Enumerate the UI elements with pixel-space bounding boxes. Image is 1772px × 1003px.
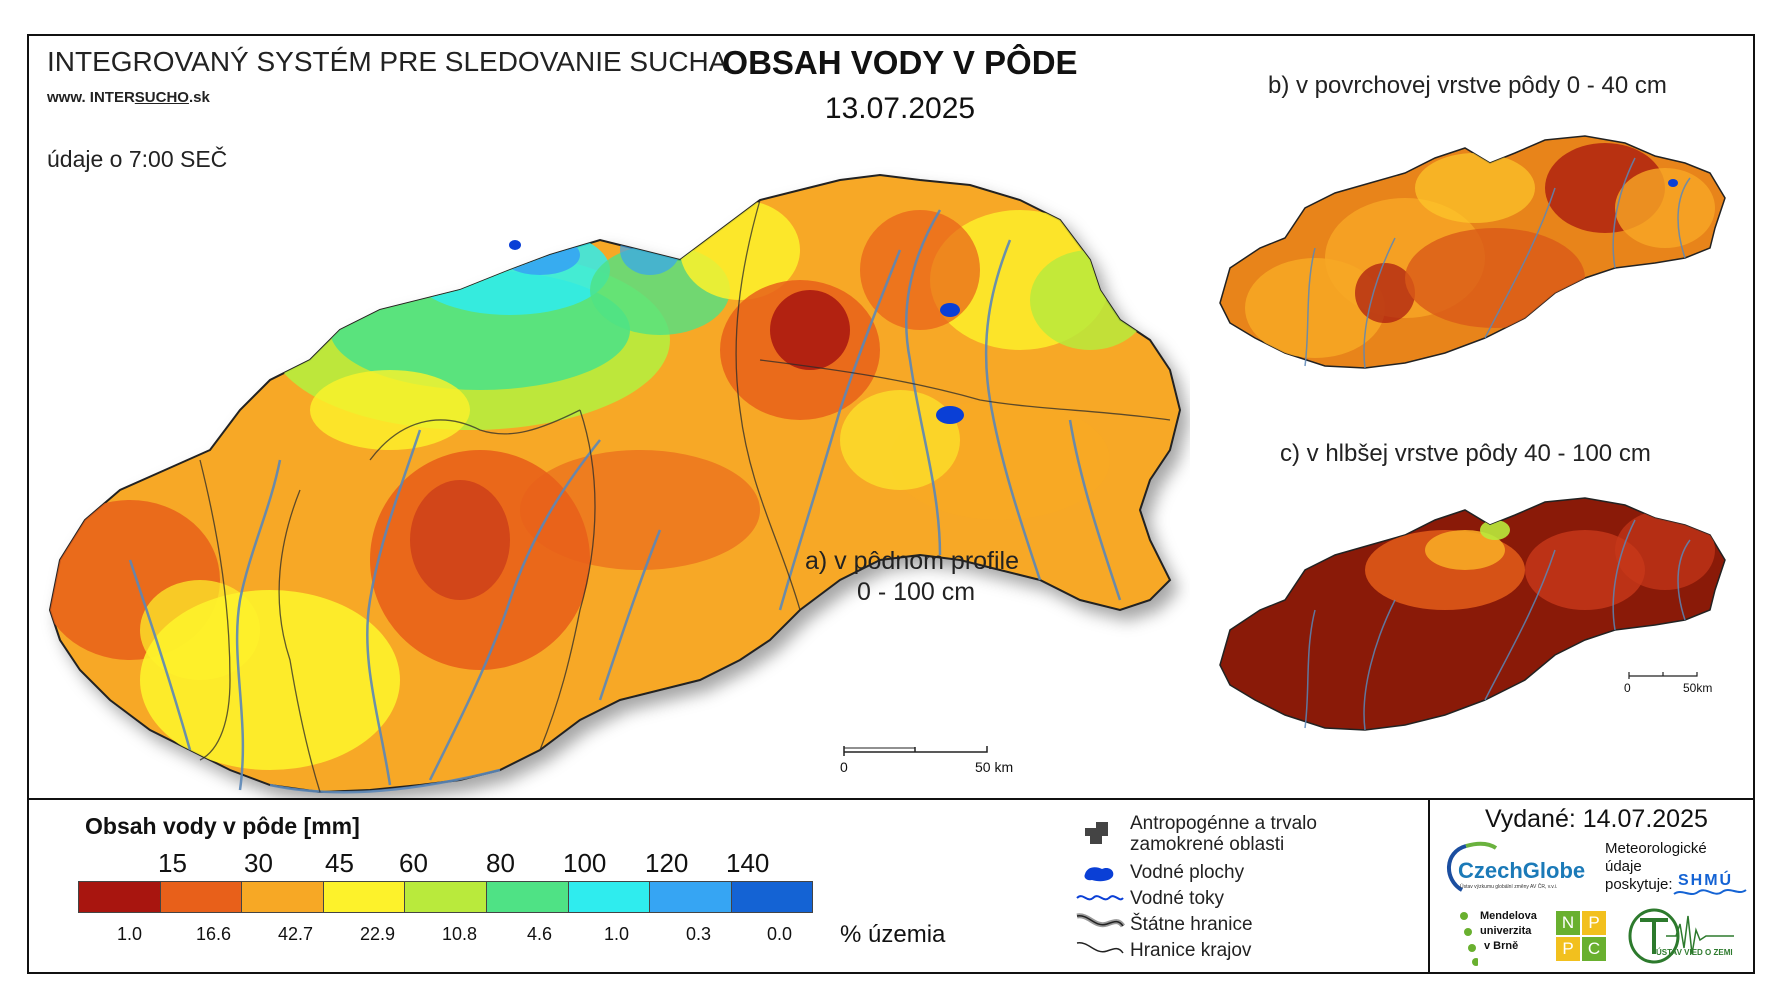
legend-anthropogenic-line2: zamokrené oblasti xyxy=(1130,834,1285,855)
mendel-logo[interactable]: Mendelova univerzita v Brně xyxy=(1458,908,1548,966)
map-a-caption-line1: a) v pôdnom profile xyxy=(805,547,1020,575)
small-scale-start: 0 xyxy=(1624,681,1631,695)
main-scale-start: 0 xyxy=(840,759,848,775)
legend-swatch-5 xyxy=(404,881,487,913)
main-scale-bar xyxy=(843,746,988,756)
legend-pct-3: 42.7 xyxy=(278,924,314,944)
legend-break-4: 60 xyxy=(399,848,428,878)
url-suffix: .sk xyxy=(188,89,210,106)
legend-swatch-6 xyxy=(486,881,569,913)
legend-pct-1: 1.0 xyxy=(117,924,143,944)
legend-water-bodies: Vodné plochy xyxy=(1130,862,1245,883)
main-scale-end: 50 km xyxy=(975,759,1014,775)
footer-divider xyxy=(1428,798,1430,974)
czechglobe-arc-icon xyxy=(1447,841,1498,892)
legend-region-border: Hranice krajov xyxy=(1130,940,1252,961)
website-link[interactable]: www. INTERSUCHO.sk xyxy=(47,89,210,106)
legend-anthropogenic-line1: Antropogénne a trvalo xyxy=(1130,813,1317,834)
shmu-logo[interactable]: SHMÚ xyxy=(1672,872,1748,898)
uvz-logo[interactable]: ÚSTAV VIED O ZEMI xyxy=(1626,906,1738,966)
czechglobe-name: CzechGlobe xyxy=(1458,858,1586,883)
legend-pct-8: 0.3 xyxy=(686,924,712,944)
npc-logo[interactable]: N P P C xyxy=(1556,911,1606,963)
mendel-line2: univerzita xyxy=(1480,925,1532,937)
main-title: OBSAH VODY V PÔDE xyxy=(722,44,1078,81)
legend-break-5: 80 xyxy=(486,848,515,878)
system-title: INTEGROVANÝ SYSTÉM PRE SLEDOVANIE SUCHA xyxy=(47,46,728,77)
legend-swatch-1 xyxy=(78,881,161,913)
anthropogenic-area-icon xyxy=(1085,822,1108,844)
state-border-icon xyxy=(1076,913,1125,928)
map-a-caption-line2: 0 - 100 cm xyxy=(857,578,976,606)
small-scale-end: 50km xyxy=(1683,681,1713,695)
map-c-caption: c) v hlbšej vrstve pôdy 40 - 100 cm xyxy=(1280,440,1651,467)
czechglobe-logo[interactable]: CzechGlobe Ústav výzkumu globální změny … xyxy=(1440,840,1600,896)
legend-swatch-7 xyxy=(567,881,651,913)
legend-break-8: 140 xyxy=(726,848,770,878)
legend-swatch-4 xyxy=(322,881,406,913)
legend-break-7: 120 xyxy=(645,848,689,878)
legend-pct-5: 10.8 xyxy=(442,924,478,944)
legend-pct-label: % územia xyxy=(840,921,946,948)
water-body-icon xyxy=(1084,867,1114,882)
shmu-name: SHMÚ xyxy=(1678,872,1734,889)
legend-pct-4: 22.9 xyxy=(360,924,396,944)
npc-cell-1: N xyxy=(1556,911,1580,935)
legend-swatch-8 xyxy=(649,881,732,913)
legend-break-1: 15 xyxy=(158,848,187,878)
main-soil-map xyxy=(48,173,1182,794)
url-prefix: www. INTER xyxy=(47,89,135,106)
shmu-wave-icon xyxy=(1673,889,1747,895)
legend-pct-9: 0.0 xyxy=(767,924,793,944)
npc-cell-4: C xyxy=(1582,937,1606,961)
npc-cell-2: P xyxy=(1582,911,1606,935)
mendel-dots-icon xyxy=(1460,912,1478,966)
legend-water-streams: Vodné toky xyxy=(1130,888,1225,909)
surface-layer-map xyxy=(1219,135,1726,369)
legend-swatch-3 xyxy=(241,881,324,913)
issued-date: Vydané: 14.07.2025 xyxy=(1485,805,1708,833)
legend-state-border: Štátne hranice xyxy=(1130,914,1253,935)
map-date: 13.07.2025 xyxy=(824,92,976,125)
legend-divider xyxy=(27,798,1755,800)
legend-swatch-2 xyxy=(159,881,243,913)
legend-break-2: 30 xyxy=(244,848,273,878)
uvz-seismograph-icon xyxy=(1628,908,1734,964)
legend-pct-7: 1.0 xyxy=(604,924,630,944)
stream-icon xyxy=(1076,895,1124,901)
met-data-line1: Meteorologické xyxy=(1605,840,1707,857)
legend-title: Obsah vody v pôde [mm] xyxy=(85,813,360,839)
czechglobe-subtitle: Ústav výzkumu globální změny AV ČR, v.v.… xyxy=(1460,884,1558,890)
legend-break-6: 100 xyxy=(563,848,607,878)
data-time: údaje o 7:00 SEČ xyxy=(47,146,228,172)
met-data-line2: údaje xyxy=(1605,858,1642,875)
legend-pct-2: 16.6 xyxy=(196,924,232,944)
legend-swatch-9 xyxy=(730,881,814,913)
npc-cell-3: P xyxy=(1556,937,1580,961)
met-data-line3: poskytuje: xyxy=(1605,876,1673,893)
region-border-icon xyxy=(1076,942,1124,954)
url-brand: SUCHO xyxy=(134,89,189,106)
legend-break-3: 45 xyxy=(325,848,354,878)
deep-layer-map xyxy=(1219,497,1726,731)
mendel-line1: Mendelova xyxy=(1480,910,1537,922)
legend-pct-6: 4.6 xyxy=(527,924,553,944)
small-scale-bar xyxy=(1628,672,1698,679)
map-b-caption: b) v povrchovej vrstve pôdy 0 - 40 cm xyxy=(1268,72,1667,99)
mendel-line3: v Brně xyxy=(1484,940,1519,952)
uvz-name: ÚSTAV VIED O ZEMI xyxy=(1656,948,1733,957)
